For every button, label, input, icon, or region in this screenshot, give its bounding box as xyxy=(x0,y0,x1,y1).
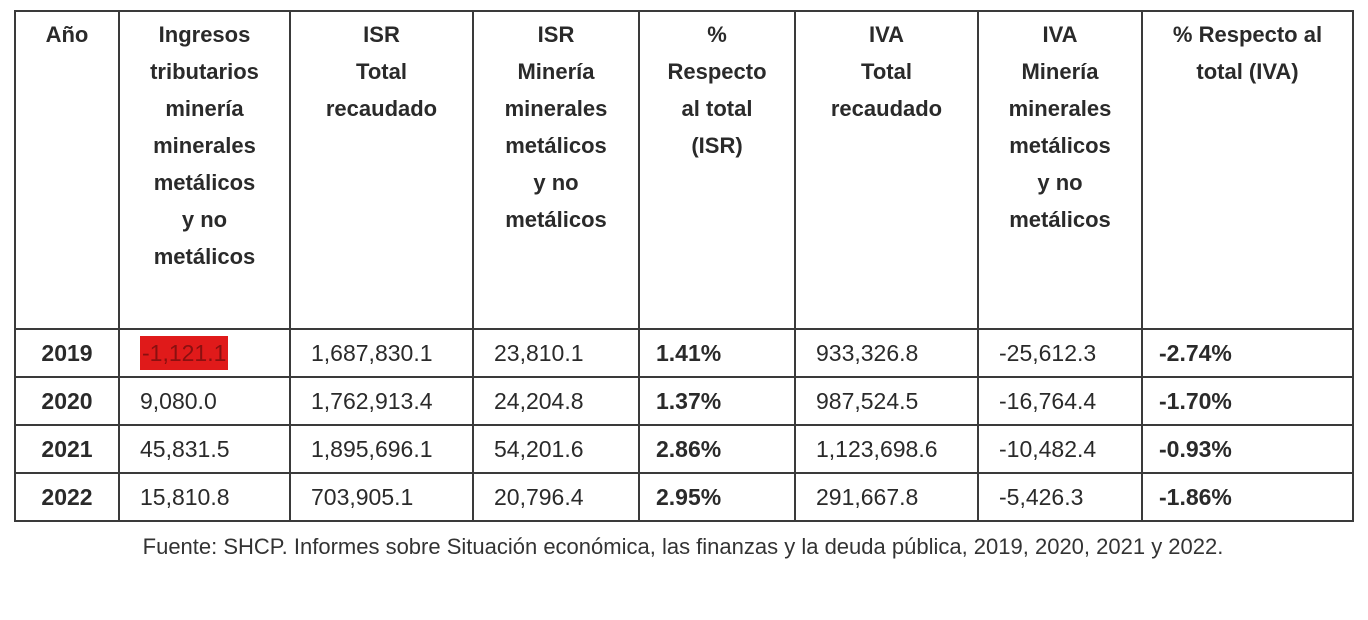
cell-isr-total: 1,687,830.1 xyxy=(289,328,474,378)
header-pct-isr: % Respecto al total (ISR) xyxy=(638,10,796,330)
header-pct-iva: % Respecto al total (IVA) xyxy=(1141,10,1354,330)
cell-pct-isr: 1.41% xyxy=(638,328,796,378)
cell-pct-iva: -1.86% xyxy=(1141,472,1354,522)
cell-year: 2021 xyxy=(14,424,120,474)
cell-iva-mineria: -5,426.3 xyxy=(977,472,1143,522)
cell-pct-iva: -1.70% xyxy=(1141,376,1354,426)
table-row: 2020 9,080.0 1,762,913.4 24,204.8 1.37% … xyxy=(14,376,1354,426)
highlighted-value: -1,121.1 xyxy=(140,336,229,370)
header-isr-mineria: ISR Minería minerales metálicos y no met… xyxy=(472,10,640,330)
cell-pct-iva: -0.93% xyxy=(1141,424,1354,474)
cell-pct-iva: -2.74% xyxy=(1141,328,1354,378)
cell-iva-total: 291,667.8 xyxy=(794,472,979,522)
header-iva-total: IVA Total recaudado xyxy=(794,10,979,330)
cell-iva-total: 1,123,698.6 xyxy=(794,424,979,474)
cell-isr-mineria: 23,810.1 xyxy=(472,328,640,378)
cell-year: 2019 xyxy=(14,328,120,378)
cell-pct-isr: 1.37% xyxy=(638,376,796,426)
header-iva-mineria: IVA Minería minerales metálicos y no met… xyxy=(977,10,1143,330)
tax-revenue-table: Año Ingresos tributarios minería mineral… xyxy=(14,10,1354,522)
cell-year: 2022 xyxy=(14,472,120,522)
header-ingresos: Ingresos tributarios minería minerales m… xyxy=(118,10,291,330)
header-isr-total: ISR Total recaudado xyxy=(289,10,474,330)
cell-ingresos: 15,810.8 xyxy=(118,472,291,522)
cell-iva-mineria: -16,764.4 xyxy=(977,376,1143,426)
cell-isr-mineria: 54,201.6 xyxy=(472,424,640,474)
cell-ingresos: -1,121.1 xyxy=(118,328,291,378)
cell-isr-mineria: 24,204.8 xyxy=(472,376,640,426)
table-row: 2022 15,810.8 703,905.1 20,796.4 2.95% 2… xyxy=(14,472,1354,522)
cell-iva-total: 933,326.8 xyxy=(794,328,979,378)
cell-iva-mineria: -25,612.3 xyxy=(977,328,1143,378)
cell-isr-total: 1,762,913.4 xyxy=(289,376,474,426)
cell-year: 2020 xyxy=(14,376,120,426)
cell-iva-mineria: -10,482.4 xyxy=(977,424,1143,474)
header-row: Año Ingresos tributarios minería mineral… xyxy=(14,10,1354,330)
cell-iva-total: 987,524.5 xyxy=(794,376,979,426)
cell-pct-isr: 2.95% xyxy=(638,472,796,522)
cell-isr-total: 1,895,696.1 xyxy=(289,424,474,474)
cell-pct-isr: 2.86% xyxy=(638,424,796,474)
cell-isr-total: 703,905.1 xyxy=(289,472,474,522)
cell-ingresos: 45,831.5 xyxy=(118,424,291,474)
cell-ingresos: 9,080.0 xyxy=(118,376,291,426)
source-note: Fuente: SHCP. Informes sobre Situación e… xyxy=(142,534,1224,559)
header-year: Año xyxy=(14,10,120,330)
table-row: 2019 -1,121.1 1,687,830.1 23,810.1 1.41%… xyxy=(14,328,1354,378)
cell-isr-mineria: 20,796.4 xyxy=(472,472,640,522)
table-row: 2021 45,831.5 1,895,696.1 54,201.6 2.86%… xyxy=(14,424,1354,474)
document: Año Ingresos tributarios minería mineral… xyxy=(14,10,1354,564)
